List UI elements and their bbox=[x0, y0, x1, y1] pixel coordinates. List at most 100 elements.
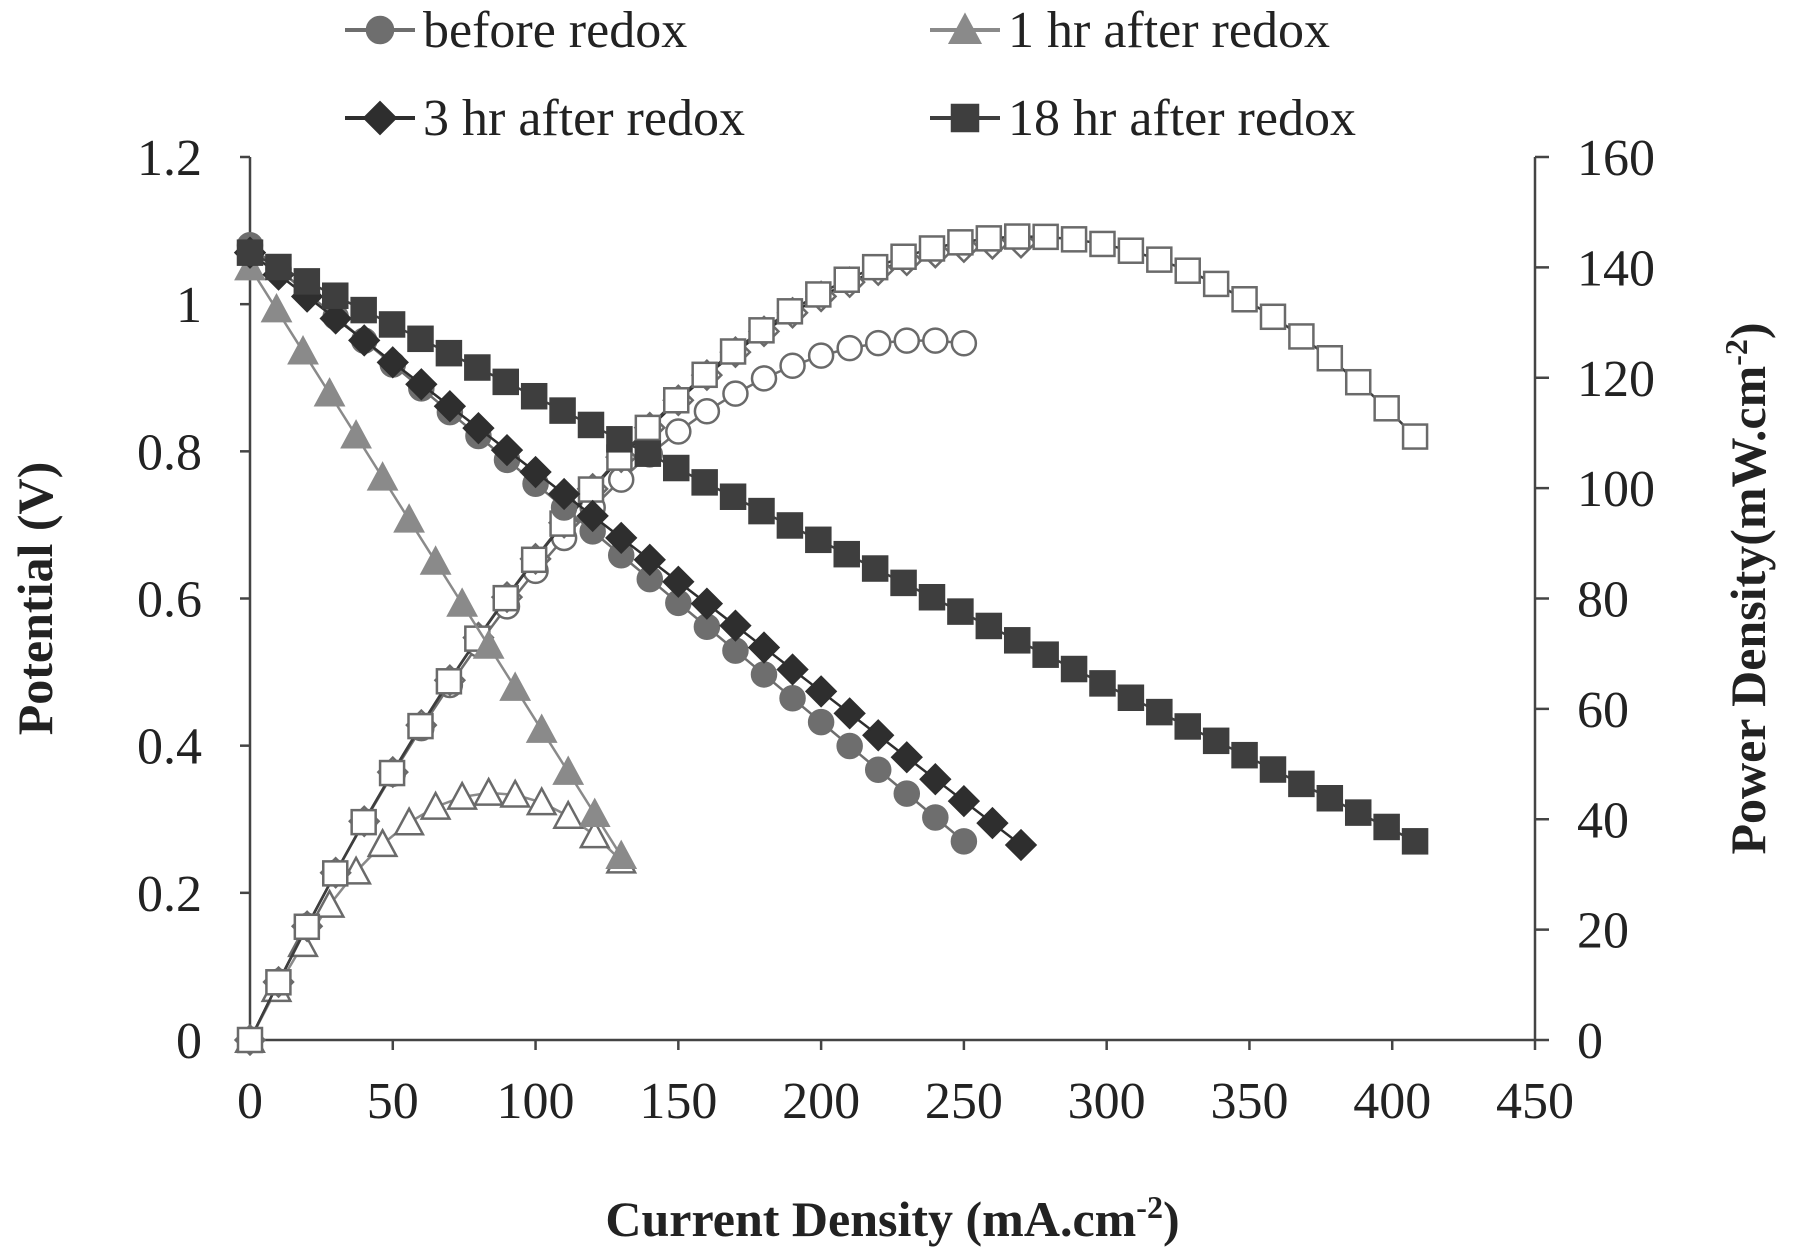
potential-point-3-hr-after-redox bbox=[319, 302, 352, 335]
potential-point-18-hr-after-redox bbox=[577, 411, 605, 439]
x-tick-label: 400 bbox=[1353, 1073, 1431, 1130]
potential-point-3-hr-after-redox bbox=[433, 390, 467, 423]
power-point-18-hr-after-redox bbox=[833, 266, 860, 293]
potential-point-18-hr-after-redox bbox=[861, 555, 889, 582]
y-right-tick-label: 60 bbox=[1577, 682, 1629, 739]
power-point-18-hr-after-redox bbox=[1373, 395, 1400, 422]
potential-point-18-hr-after-redox bbox=[492, 368, 519, 396]
power-point-18-hr-after-redox bbox=[748, 317, 775, 344]
power-point-before-redox bbox=[779, 352, 806, 380]
potential-point-3-hr-after-redox bbox=[490, 433, 524, 467]
potential-point-3-hr-after-redox bbox=[804, 675, 838, 708]
potential-point-18-hr-after-redox bbox=[464, 354, 491, 381]
potential-point-18-hr-after-redox bbox=[293, 268, 321, 295]
power-point-1-hr-after-redox bbox=[313, 888, 346, 918]
potential-point-18-hr-after-redox bbox=[1117, 684, 1145, 711]
power-point-1-hr-after-redox bbox=[472, 776, 505, 806]
potential-point-3-hr-after-redox bbox=[776, 653, 809, 686]
legend-label-3-hr-after-redox: 3 hr after redox bbox=[423, 90, 745, 147]
potential-point-3-hr-after-redox bbox=[547, 477, 581, 511]
potential-point-18-hr-after-redox bbox=[1174, 713, 1201, 740]
potential-series-group bbox=[233, 232, 1429, 870]
power-point-before-redox bbox=[722, 380, 749, 407]
power-point-1-hr-after-redox bbox=[578, 818, 611, 849]
y-right-tick-label: 140 bbox=[1577, 240, 1655, 297]
power-point-1-hr-after-redox bbox=[419, 790, 452, 820]
potential-point-1-hr-after-redox bbox=[552, 755, 585, 785]
potential-point-3-hr-after-redox bbox=[747, 631, 781, 664]
potential-point-18-hr-after-redox bbox=[1202, 727, 1230, 755]
power-point-18-hr-after-redox bbox=[1174, 257, 1201, 284]
y-right-tick-label: 160 bbox=[1577, 130, 1655, 187]
potential-point-1-hr-after-redox bbox=[260, 292, 293, 323]
legend-marker-18-hr-after-redox bbox=[950, 103, 980, 133]
power-point-18-hr-after-redox bbox=[378, 759, 406, 787]
x-tick-label: 150 bbox=[639, 1073, 717, 1130]
potential-point-3-hr-after-redox bbox=[519, 455, 552, 489]
power-point-18-hr-after-redox bbox=[776, 298, 804, 325]
potential-point-3-hr-after-redox bbox=[833, 697, 866, 730]
x-tick-label: 350 bbox=[1210, 1073, 1288, 1130]
power-line-3-hr-after-redox bbox=[248, 241, 1022, 1041]
x-tick-label: 200 bbox=[782, 1073, 860, 1130]
potential-point-18-hr-after-redox bbox=[719, 483, 747, 510]
potential-point-18-hr-after-redox bbox=[1003, 627, 1031, 654]
power-point-before-redox bbox=[950, 330, 978, 357]
potential-point-1-hr-after-redox bbox=[419, 545, 452, 575]
potential-point-18-hr-after-redox bbox=[662, 454, 690, 482]
potential-point-18-hr-after-redox bbox=[1089, 670, 1116, 697]
power-point-18-hr-after-redox bbox=[1202, 270, 1230, 298]
potential-point-3-hr-after-redox bbox=[690, 587, 724, 620]
potential-point-18-hr-after-redox bbox=[350, 296, 377, 324]
potential-point-3-hr-after-redox bbox=[1004, 828, 1038, 862]
potential-point-before-redox bbox=[722, 637, 749, 664]
x-tick-label: 450 bbox=[1496, 1073, 1574, 1130]
potential-point-before-redox bbox=[779, 685, 806, 712]
potential-point-18-hr-after-redox bbox=[378, 311, 406, 338]
power-point-18-hr-after-redox bbox=[350, 808, 377, 836]
power-point-1-hr-after-redox bbox=[366, 827, 399, 858]
power-point-1-hr-after-redox bbox=[552, 799, 585, 829]
power-point-18-hr-after-redox bbox=[1231, 286, 1258, 313]
potential-point-3-hr-after-redox bbox=[919, 763, 952, 796]
potential-point-3-hr-after-redox bbox=[662, 565, 695, 598]
potential-point-before-redox bbox=[893, 780, 921, 807]
power-point-18-hr-after-redox bbox=[719, 338, 747, 365]
power-point-before-redox bbox=[693, 398, 721, 425]
power-point-before-redox bbox=[807, 342, 835, 369]
potential-point-18-hr-after-redox bbox=[407, 325, 434, 353]
potential-point-1-hr-after-redox bbox=[340, 419, 372, 449]
power-point-before-redox bbox=[836, 334, 863, 362]
power-point-18-hr-after-redox bbox=[890, 243, 917, 270]
power-point-18-hr-after-redox bbox=[1003, 223, 1031, 250]
power-point-18-hr-after-redox bbox=[918, 235, 946, 262]
potential-point-3-hr-after-redox bbox=[462, 412, 495, 445]
potential-point-1-hr-after-redox bbox=[393, 503, 425, 533]
power-point-18-hr-after-redox bbox=[975, 225, 1003, 252]
y-left-tick-label: 1 bbox=[176, 277, 202, 334]
potential-point-3-hr-after-redox bbox=[576, 499, 609, 533]
power-point-18-hr-after-redox bbox=[265, 969, 292, 996]
potential-point-18-hr-after-redox bbox=[691, 469, 718, 496]
potential-point-3-hr-after-redox bbox=[719, 609, 752, 642]
y-left-tick-label: 0.4 bbox=[137, 719, 202, 776]
power-point-18-hr-after-redox bbox=[805, 281, 832, 308]
potential-point-3-hr-after-redox bbox=[862, 719, 895, 752]
potential-point-3-hr-after-redox bbox=[376, 346, 409, 379]
potential-point-18-hr-after-redox bbox=[805, 526, 832, 554]
potential-point-before-redox bbox=[836, 732, 863, 760]
power-point-1-hr-after-redox bbox=[499, 778, 532, 808]
potential-point-1-hr-after-redox bbox=[525, 713, 558, 743]
potential-point-1-hr-after-redox bbox=[366, 461, 399, 491]
power-point-18-hr-after-redox bbox=[520, 546, 548, 574]
potential-point-18-hr-after-redox bbox=[1146, 698, 1173, 726]
power-point-18-hr-after-redox bbox=[947, 229, 974, 256]
potential-point-18-hr-after-redox bbox=[1060, 655, 1088, 683]
potential-point-18-hr-after-redox bbox=[975, 612, 1003, 640]
power-point-1-hr-after-redox bbox=[446, 780, 479, 810]
power-point-before-redox bbox=[893, 327, 921, 354]
potential-point-18-hr-after-redox bbox=[1373, 813, 1400, 841]
potential-point-3-hr-after-redox bbox=[605, 521, 638, 555]
power-point-18-hr-after-redox bbox=[492, 584, 519, 612]
potential-point-3-hr-after-redox bbox=[348, 324, 381, 357]
